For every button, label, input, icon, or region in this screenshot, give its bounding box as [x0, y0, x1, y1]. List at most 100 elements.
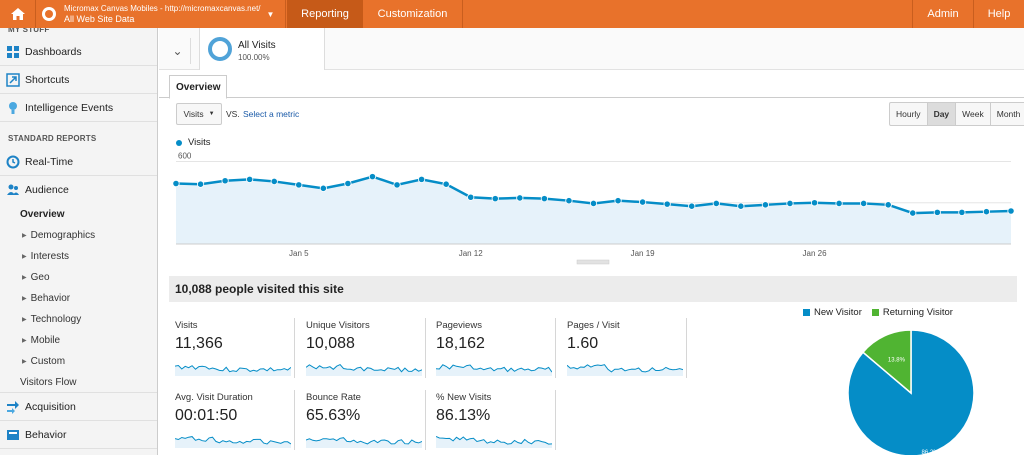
x-tick-label: Jan 19: [631, 249, 656, 258]
stat-unique-visitors[interactable]: Unique Visitors 10,088: [306, 318, 426, 378]
triangle-right-icon: ▶: [22, 233, 27, 239]
main-content: ⌄ All Visits 100.00% Overview Visits ▼ V…: [159, 28, 1024, 455]
sparkline-line: [567, 364, 683, 373]
chevron-down-icon[interactable]: ⌄: [165, 38, 191, 64]
sidebar-subitem-technology[interactable]: ▶ Technology: [0, 309, 157, 330]
period-week-button[interactable]: Week: [956, 103, 991, 125]
period-day-button[interactable]: Day: [927, 103, 957, 125]
sidebar-item-label: Dashboards: [25, 45, 82, 58]
stat-value: 10,088: [306, 335, 355, 352]
period-selector: Hourly Day Week Month: [889, 102, 1024, 126]
caret-down-icon: ▼: [208, 111, 215, 117]
sidebar-item-label: Acquisition: [25, 400, 76, 413]
chart-legend[interactable]: Visits: [176, 137, 211, 148]
sparkline-line: [306, 363, 422, 373]
data-point: [663, 200, 671, 208]
series-dot-icon: [176, 139, 182, 146]
sidebar-subitem-mobile[interactable]: ▶ Mobile: [0, 330, 157, 351]
data-point: [786, 199, 794, 208]
stat-bounce-rate[interactable]: Bounce Rate 65.63%: [306, 390, 426, 450]
home-icon: [10, 8, 25, 20]
sidebar-item-behavior[interactable]: Behavior: [0, 421, 157, 449]
stat-label: Unique Visitors: [306, 320, 370, 331]
sparkline-area: [436, 436, 552, 448]
sidebar-item-dashboards[interactable]: Dashboards: [0, 38, 157, 66]
account-selector[interactable]: Micromax Canvas Mobiles - http://microma…: [36, 0, 286, 28]
data-point: [393, 181, 401, 189]
data-point: [246, 175, 254, 183]
legend-swatch-icon: [871, 309, 879, 316]
sparkline-area: [175, 365, 291, 376]
sidebar-subitem-geo[interactable]: ▶ Geo: [0, 267, 157, 288]
caret-down-icon: ▼: [266, 9, 275, 19]
admin-link[interactable]: Admin: [912, 0, 974, 28]
y-tick-label: 600: [178, 152, 192, 161]
data-point: [172, 179, 180, 188]
sidebar-item-realtime[interactable]: Real-Time: [0, 148, 157, 176]
sidebar-subitem-overview[interactable]: Overview: [0, 204, 157, 225]
data-point: [368, 173, 377, 181]
pie-legend-label: New Visitor: [814, 307, 862, 318]
stat-new-visits[interactable]: % New Visits 86.13%: [436, 390, 556, 450]
stat-pageviews[interactable]: Pageviews 18,162: [436, 318, 556, 378]
data-point: [516, 194, 524, 202]
select-metric-link[interactable]: Select a metric: [243, 109, 300, 119]
data-point: [540, 195, 548, 203]
my-stuff-heading: MY STUFF: [8, 28, 50, 34]
tab-overview[interactable]: Overview: [169, 75, 228, 99]
segment-bar: ⌄ All Visits 100.00%: [159, 28, 1024, 70]
tab-customization[interactable]: Customization: [363, 0, 463, 28]
stat-pages-per-visit[interactable]: Pages / Visit 1.60: [567, 318, 687, 378]
stat-value: 1.60: [567, 335, 599, 352]
data-point: [565, 197, 573, 205]
sparkline: [306, 363, 422, 376]
sidebar-subitem-visitors-flow[interactable]: Visitors Flow: [0, 372, 157, 393]
home-button[interactable]: [0, 0, 36, 28]
sparkline: [567, 364, 683, 376]
segment-card[interactable]: All Visits 100.00%: [199, 28, 325, 70]
stat-label: Visits: [175, 320, 198, 331]
sidebar-subitem-demographics[interactable]: ▶ Demographics: [0, 225, 157, 246]
stat-label: Avg. Visit Duration: [175, 392, 253, 403]
period-month-button[interactable]: Month: [996, 109, 1021, 119]
stat-value: 00:01:50: [175, 407, 238, 424]
sparkline: [175, 364, 291, 376]
sidebar-subitem-custom[interactable]: ▶ Custom: [0, 351, 157, 372]
stat-label: % New Visits: [436, 392, 492, 403]
sidebar-item-label: Behavior: [25, 428, 67, 441]
sidebar-subitem-behavior[interactable]: ▶ Behavior: [0, 288, 157, 309]
data-point: [958, 208, 966, 216]
data-point: [688, 202, 696, 210]
sparkline: [175, 436, 291, 448]
data-point: [909, 209, 917, 217]
sidebar-item-shortcuts[interactable]: Shortcuts: [0, 66, 157, 94]
sparkline-line: [436, 436, 552, 445]
visitor-type-pie-chart: 86.2% 13.8%: [847, 329, 975, 455]
data-point: [884, 201, 892, 209]
tab-reporting[interactable]: Reporting: [287, 0, 363, 28]
sparkline-area: [567, 364, 683, 376]
period-hourly-button[interactable]: Hourly: [890, 103, 928, 125]
globe-icon: [42, 7, 56, 21]
pie-slice-label: 13.8%: [888, 358, 906, 364]
visitor-type-pie-panel: New Visitor Returning Visitor 86.2% 13.8%: [789, 303, 1024, 455]
sidebar-item-audience[interactable]: Audience: [0, 176, 157, 204]
metric-dropdown[interactable]: Visits ▼: [176, 103, 222, 125]
sparkline: [436, 436, 552, 448]
account-view: All Web Site Data: [64, 14, 135, 24]
sidebar-item-acquisition[interactable]: Acquisition: [0, 393, 157, 421]
sparkline: [306, 437, 422, 448]
stat-visits[interactable]: Visits 11,366: [175, 318, 295, 378]
sidebar-subitem-interests[interactable]: ▶ Interests: [0, 246, 157, 267]
sidebar-subitem-label: Visitors Flow: [20, 376, 77, 388]
sidebar-item-intelligence-events[interactable]: Intelligence Events: [0, 94, 157, 122]
report-tabs: Overview: [159, 70, 1024, 99]
stat-avg-visit-duration[interactable]: Avg. Visit Duration 00:01:50: [175, 390, 295, 450]
pie-legend-new[interactable]: New Visitor: [803, 307, 862, 318]
help-link[interactable]: Help: [987, 8, 1011, 20]
data-point: [467, 193, 475, 201]
stat-value: 11,366: [175, 335, 223, 352]
pie-legend-returning[interactable]: Returning Visitor: [871, 307, 953, 318]
dashboard-icon: [7, 45, 19, 58]
